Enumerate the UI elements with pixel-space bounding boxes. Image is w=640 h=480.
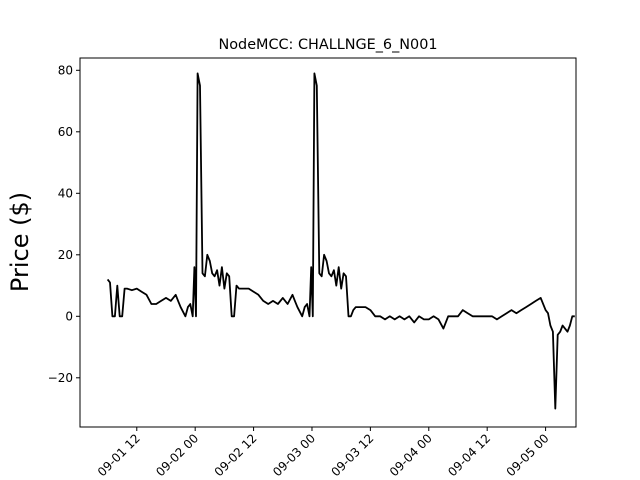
y-axis-ticks: −20 0 20 40 60 80 [48,63,80,385]
x-axis-ticks: 09-01 12 09-02 00 09-02 12 09-03 00 09-03 12… [95,427,552,479]
y-tick-label: −20 [48,371,73,385]
chart-title: NodeMCC: CHALLNGE_6_N001 [218,37,437,53]
plot-area-frame [79,57,577,428]
x-tick-label: 09-02 00 [153,431,201,479]
y-tick-label: 60 [58,125,73,139]
y-tick-label: 40 [58,186,73,200]
x-tick-label: 09-05 00 [504,431,552,479]
x-tick-label: 09-02 12 [212,431,260,479]
y-axis-label: Price ($) [6,192,34,292]
x-tick-label: 09-01 12 [95,431,143,479]
x-tick-label: 09-03 12 [328,431,376,479]
y-tick-label: 0 [65,309,73,323]
price-series-line [106,72,575,410]
x-tick-label: 09-04 12 [445,431,493,479]
x-tick-label: 09-04 00 [387,431,435,479]
y-tick-label: 20 [58,248,73,262]
y-tick-label: 80 [58,63,73,77]
x-tick-label: 09-03 00 [270,431,318,479]
